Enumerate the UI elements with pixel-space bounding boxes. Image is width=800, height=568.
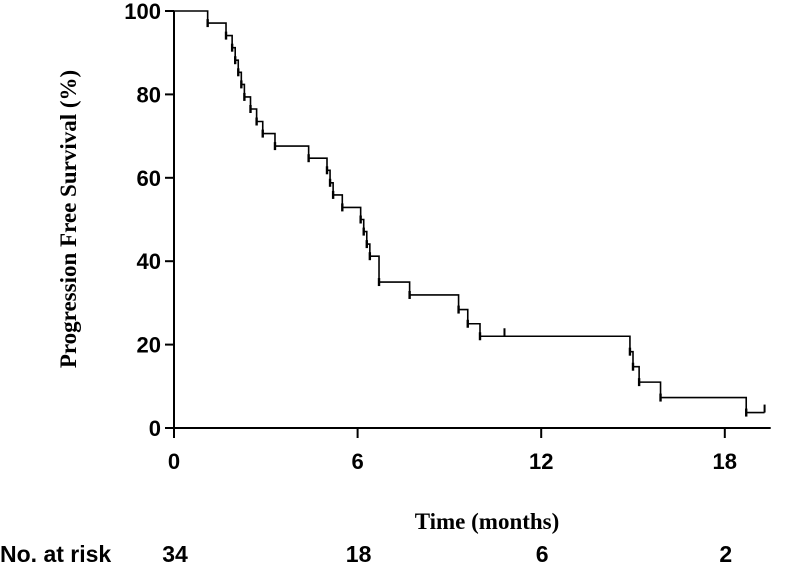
x-tick-label: 18	[713, 449, 737, 474]
axes	[165, 10, 771, 438]
risk-count: 6	[536, 541, 549, 567]
censor-marks	[503, 328, 766, 413]
risk-table-label: No. at risk	[0, 541, 111, 567]
y-tick-label: 40	[137, 249, 161, 274]
risk-count: 34	[162, 541, 188, 567]
risk-count: 18	[346, 541, 372, 567]
y-tick-label: 60	[137, 166, 161, 191]
risk-count: 2	[719, 541, 732, 567]
x-axis-title: Time (months)	[415, 509, 560, 534]
y-tick-label: 100	[124, 0, 161, 24]
x-tick-label: 12	[529, 449, 553, 474]
x-tick-label: 0	[168, 449, 180, 474]
x-tick-label: 6	[351, 449, 363, 474]
tick-labels: 0 20 40 60 80 100 0 6 12 18	[124, 0, 737, 474]
survival-curve	[174, 10, 765, 417]
y-axis-title: Progression Free Survival (%)	[56, 70, 81, 368]
y-tick-label: 80	[137, 82, 161, 107]
y-tick-label: 20	[137, 333, 161, 358]
survival-line	[174, 10, 765, 414]
risk-table-counts: 34 18 6 2	[162, 541, 732, 567]
y-tick-label: 0	[149, 416, 161, 441]
